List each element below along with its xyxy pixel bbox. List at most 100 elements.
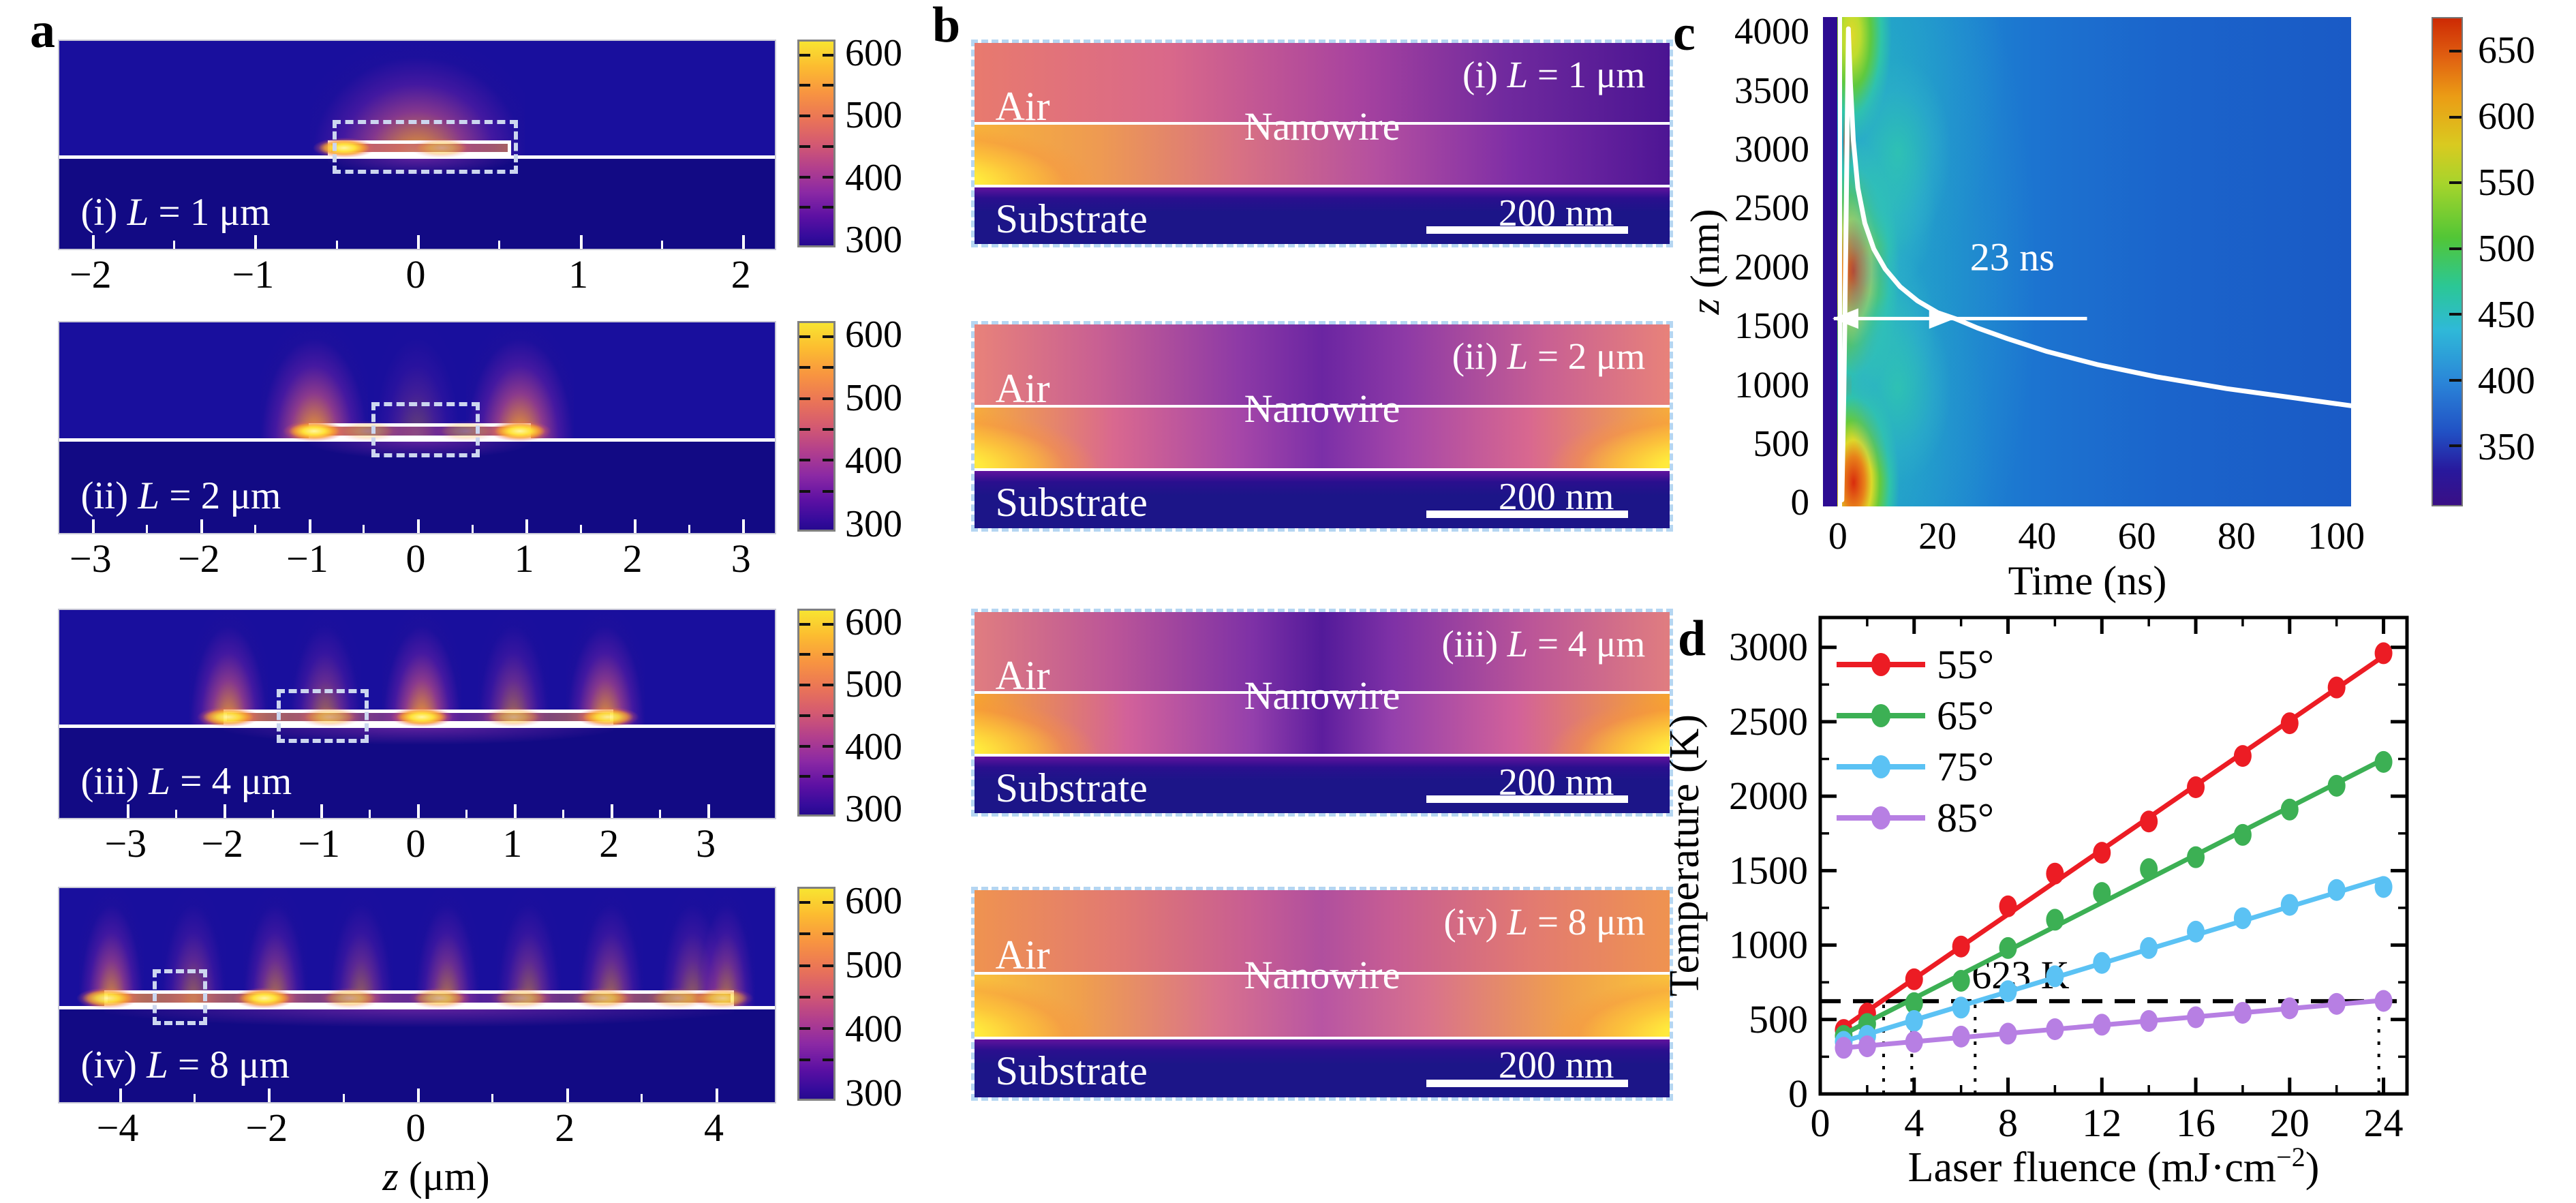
colorbar-tick — [799, 714, 810, 717]
x-minor-tick — [465, 810, 467, 818]
colorbar-tick — [823, 653, 833, 656]
data-point-55° — [2046, 862, 2064, 885]
subpanel-label: (ii) L = 2 μm — [1452, 335, 1646, 377]
colorbar-tick-label: 500 — [845, 663, 902, 706]
subpanel-label: (ii) L = 2 μm — [80, 474, 281, 518]
colorbar-tick — [823, 995, 833, 999]
subpanel-label: (iv) L = 8 μm — [80, 1044, 290, 1087]
x-tick-label: 3 — [731, 536, 751, 581]
x-tick — [417, 235, 420, 249]
d-y-tick-label: 0 — [1788, 1071, 1808, 1116]
colorbar-tick — [823, 932, 833, 936]
heat-plume — [161, 888, 226, 1008]
colorbar-tick — [799, 428, 810, 431]
air-nanowire-boundary — [975, 122, 1670, 125]
data-point-65° — [2046, 909, 2064, 931]
scalebar — [1426, 511, 1628, 519]
d-x-tick-label: 16 — [2176, 1101, 2215, 1145]
colorbar-tick-label: 300 — [845, 219, 902, 262]
heat-glow — [975, 971, 1169, 1037]
x-tick-labels: −2 −1 0 1 2 — [58, 252, 773, 299]
data-point-85° — [1858, 1035, 1876, 1058]
substrate-region — [975, 185, 1670, 244]
heat-glow — [1475, 404, 1670, 470]
d-y-tick-label: 3000 — [1729, 625, 1808, 669]
d-x-tick-label: 4 — [1904, 1101, 1924, 1145]
heat-core — [410, 137, 473, 159]
heat-core — [572, 988, 635, 1009]
data-point-65° — [2280, 798, 2299, 821]
x-tick — [742, 519, 746, 533]
legend-marker — [1871, 755, 1890, 778]
colorbar-tick — [799, 53, 810, 57]
heat-glow — [1475, 971, 1670, 1037]
x-tick — [127, 804, 130, 818]
data-point-75° — [2140, 936, 2158, 959]
colorbar-tick — [2449, 181, 2462, 185]
air-nanowire-boundary — [975, 971, 1670, 975]
panel-a-letter: a — [30, 3, 55, 59]
x-minor-tick — [146, 525, 149, 533]
heatmap-b-ii: Air Nanowire Substrate (ii) L = 2 μm 200… — [971, 321, 1673, 532]
fit-line-75° — [1843, 876, 2385, 1044]
zoom-region-box — [277, 688, 369, 744]
colorbar — [797, 40, 835, 247]
colorbar-labels: 600 500 400 300 — [845, 880, 934, 1114]
arrowhead-left — [1832, 308, 1858, 329]
colorbar-tick-label: 500 — [845, 943, 902, 986]
colorbar-tick — [799, 684, 810, 687]
data-point-55° — [2374, 642, 2393, 665]
x-minor-tick — [193, 1094, 196, 1102]
x-tick-label: 0 — [405, 252, 426, 296]
panel-c: c z (nm) 23 ns 0 500 1000 1500 2000 2500 3000 3… — [1663, 0, 2576, 607]
heat-plume — [374, 322, 460, 441]
colorbar-tick — [799, 995, 810, 999]
colorbar-tick-label: 350 — [2478, 425, 2535, 468]
data-point-65° — [2093, 882, 2111, 904]
x-minor-tick — [658, 810, 661, 818]
colorbar-tick-label: 550 — [2478, 161, 2535, 204]
colorbar-tick — [823, 428, 833, 431]
x-tick-label: 2 — [555, 1106, 575, 1150]
heat-core — [390, 706, 454, 728]
heat-core — [576, 706, 639, 728]
nanowire-label: Nanowire — [1244, 673, 1400, 718]
time-zero-line — [1838, 17, 1842, 506]
substrate-label: Substrate — [995, 196, 1148, 242]
heatmap-a-i: (i) L = 1 μm — [58, 40, 776, 250]
x-tick-label: 2 — [622, 536, 643, 581]
heatmap-b-i: Air Nanowire Substrate (i) L = 1 μm 200 … — [971, 40, 1673, 247]
data-point-85° — [2187, 1006, 2205, 1029]
data-point-65° — [2327, 774, 2346, 797]
colorbar-tick-label: 300 — [845, 788, 902, 831]
zoom-region-box — [152, 969, 207, 1025]
x-tick — [320, 804, 324, 818]
subpanel-label: (iii) L = 4 μm — [1441, 622, 1646, 665]
heatmap-c: 23 ns — [1823, 17, 2351, 506]
air-region — [975, 43, 1670, 123]
colorbar-tick-label: 600 — [845, 879, 902, 922]
colorbar-tick-label: 400 — [845, 156, 902, 199]
fit-line-55° — [1842, 654, 2385, 1029]
x-tick — [525, 519, 529, 533]
data-point-55° — [2140, 810, 2158, 833]
heat-core — [337, 420, 400, 442]
c-x-axis-label: Time (ns) — [2008, 558, 2167, 603]
colorbar-tick-label: 600 — [845, 314, 902, 356]
heatmap-b-iv: Air Nanowire Substrate (iv) L = 8 μm 200… — [971, 887, 1673, 1101]
c-y-tick-label: 3500 — [1734, 69, 1809, 111]
data-point-65° — [2374, 750, 2393, 773]
heat-core — [489, 420, 552, 442]
subpanel-label: (iv) L = 8 μm — [1443, 901, 1646, 943]
x-tick-label: 0 — [405, 1106, 426, 1150]
heat-plume — [496, 888, 562, 1008]
x-tick-label: 3 — [696, 821, 716, 866]
legend-label: 75° — [1937, 744, 1994, 789]
zoom-region-box — [332, 119, 518, 174]
heatmap-a-ii: (ii) L = 2 μm — [58, 321, 776, 534]
air-label: Air — [995, 84, 1050, 129]
fit-line-65° — [1842, 757, 2385, 1037]
colorbar-tick — [799, 775, 810, 778]
plot-frame — [1818, 615, 2409, 1096]
